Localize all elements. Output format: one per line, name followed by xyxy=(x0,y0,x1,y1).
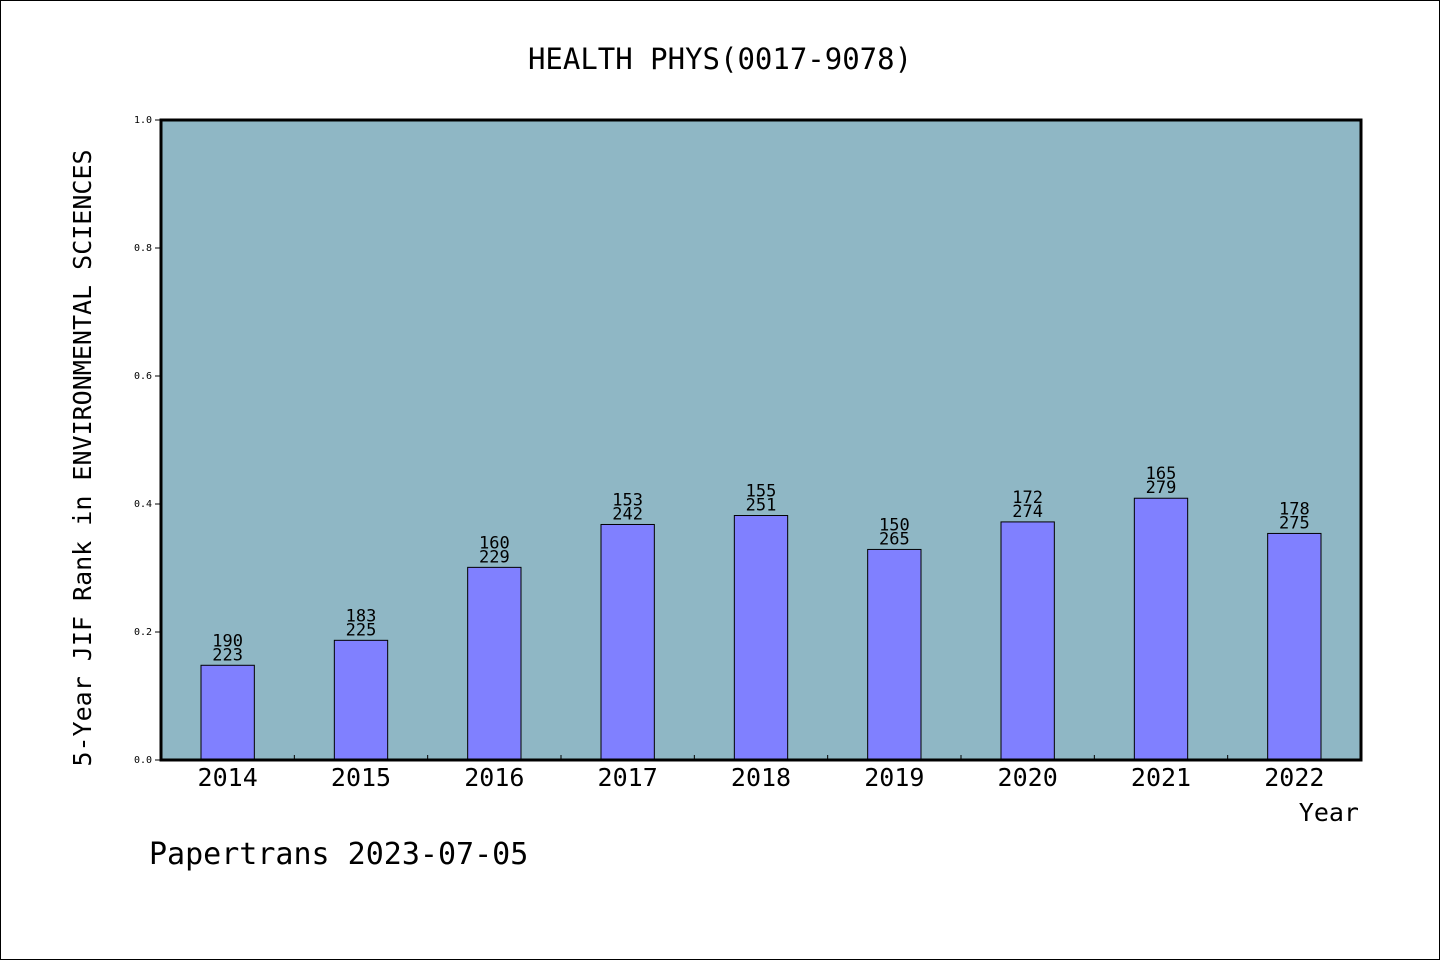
bar-rank-label-2021: 165 xyxy=(1146,464,1177,484)
y-tick-label: 0.2 xyxy=(134,627,152,638)
ticks-layer: 2014 2015 2016 2017 2018 2019 2020 2021 2022 0.0 0… xyxy=(134,115,1325,792)
y-tick-label: 0.4 xyxy=(134,499,152,510)
x-tick-label-2019: 2019 xyxy=(864,763,924,792)
chart-title: HEALTH PHYS(0017-9078) xyxy=(528,42,912,76)
bar-total-label-2022: 275 xyxy=(1279,513,1310,533)
bar-rank-label-2015: 183 xyxy=(346,606,377,626)
x-tick-label-2017: 2017 xyxy=(598,763,658,792)
bar-total-label-2014: 223 xyxy=(212,645,243,665)
bar-2018 xyxy=(733,515,789,761)
bar-rank-label-2016: 160 xyxy=(479,533,510,553)
x-axis-title: Year xyxy=(1299,798,1359,827)
bar-2020 xyxy=(1000,521,1055,761)
bar-2017 xyxy=(600,523,655,761)
bar-total-label-2018: 251 xyxy=(746,496,777,516)
plot-frame xyxy=(159,118,1363,762)
y-tick-label: 0.6 xyxy=(134,371,152,382)
x-tick-label-2021: 2021 xyxy=(1131,763,1191,792)
bar-2022 xyxy=(1267,532,1322,761)
y-tick-label: 1.0 xyxy=(134,115,152,126)
bar-2019 xyxy=(867,548,922,761)
x-tick-label-2022: 2022 xyxy=(1264,763,1324,792)
bar-rank-label-2022: 178 xyxy=(1279,499,1310,519)
bar-2015 xyxy=(333,639,389,761)
bar-2016 xyxy=(467,566,522,761)
bar-rank-label-2020: 172 xyxy=(1012,488,1043,508)
x-tick-label-2016: 2016 xyxy=(464,763,524,792)
bars-layer xyxy=(200,497,1322,761)
x-tick-label-2015: 2015 xyxy=(331,763,391,792)
y-tick-label: 0.8 xyxy=(134,243,152,254)
y-tick-label: 0.0 xyxy=(134,755,152,766)
bar-2021 xyxy=(1133,497,1189,761)
bar-rank-label-2018: 155 xyxy=(746,482,777,502)
bar-total-label-2017: 242 xyxy=(612,504,643,524)
x-tick-label-2018: 2018 xyxy=(731,763,791,792)
bar-2014 xyxy=(200,664,255,761)
bar-total-label-2020: 274 xyxy=(1012,502,1043,522)
footer-source-date: Papertrans 2023-07-05 xyxy=(149,837,528,872)
bar-rank-label-2017: 153 xyxy=(612,490,643,510)
bar-total-label-2016: 229 xyxy=(479,547,510,567)
bar-total-label-2021: 279 xyxy=(1146,478,1177,498)
y-axis-title: 5-Year JIF Rank in ENVIRONMENTAL SCIENCE… xyxy=(68,149,97,766)
bar-rank-label-2019: 150 xyxy=(879,515,910,535)
bar-total-label-2015: 225 xyxy=(346,620,377,640)
bar-rank-label-2014: 190 xyxy=(212,631,243,651)
data-labels-layer: 1902231832251602291532421552511502651722… xyxy=(212,464,1309,665)
x-tick-label-2020: 2020 xyxy=(998,763,1058,792)
x-tick-label-2014: 2014 xyxy=(198,763,258,792)
bar-total-label-2019: 265 xyxy=(879,529,910,549)
